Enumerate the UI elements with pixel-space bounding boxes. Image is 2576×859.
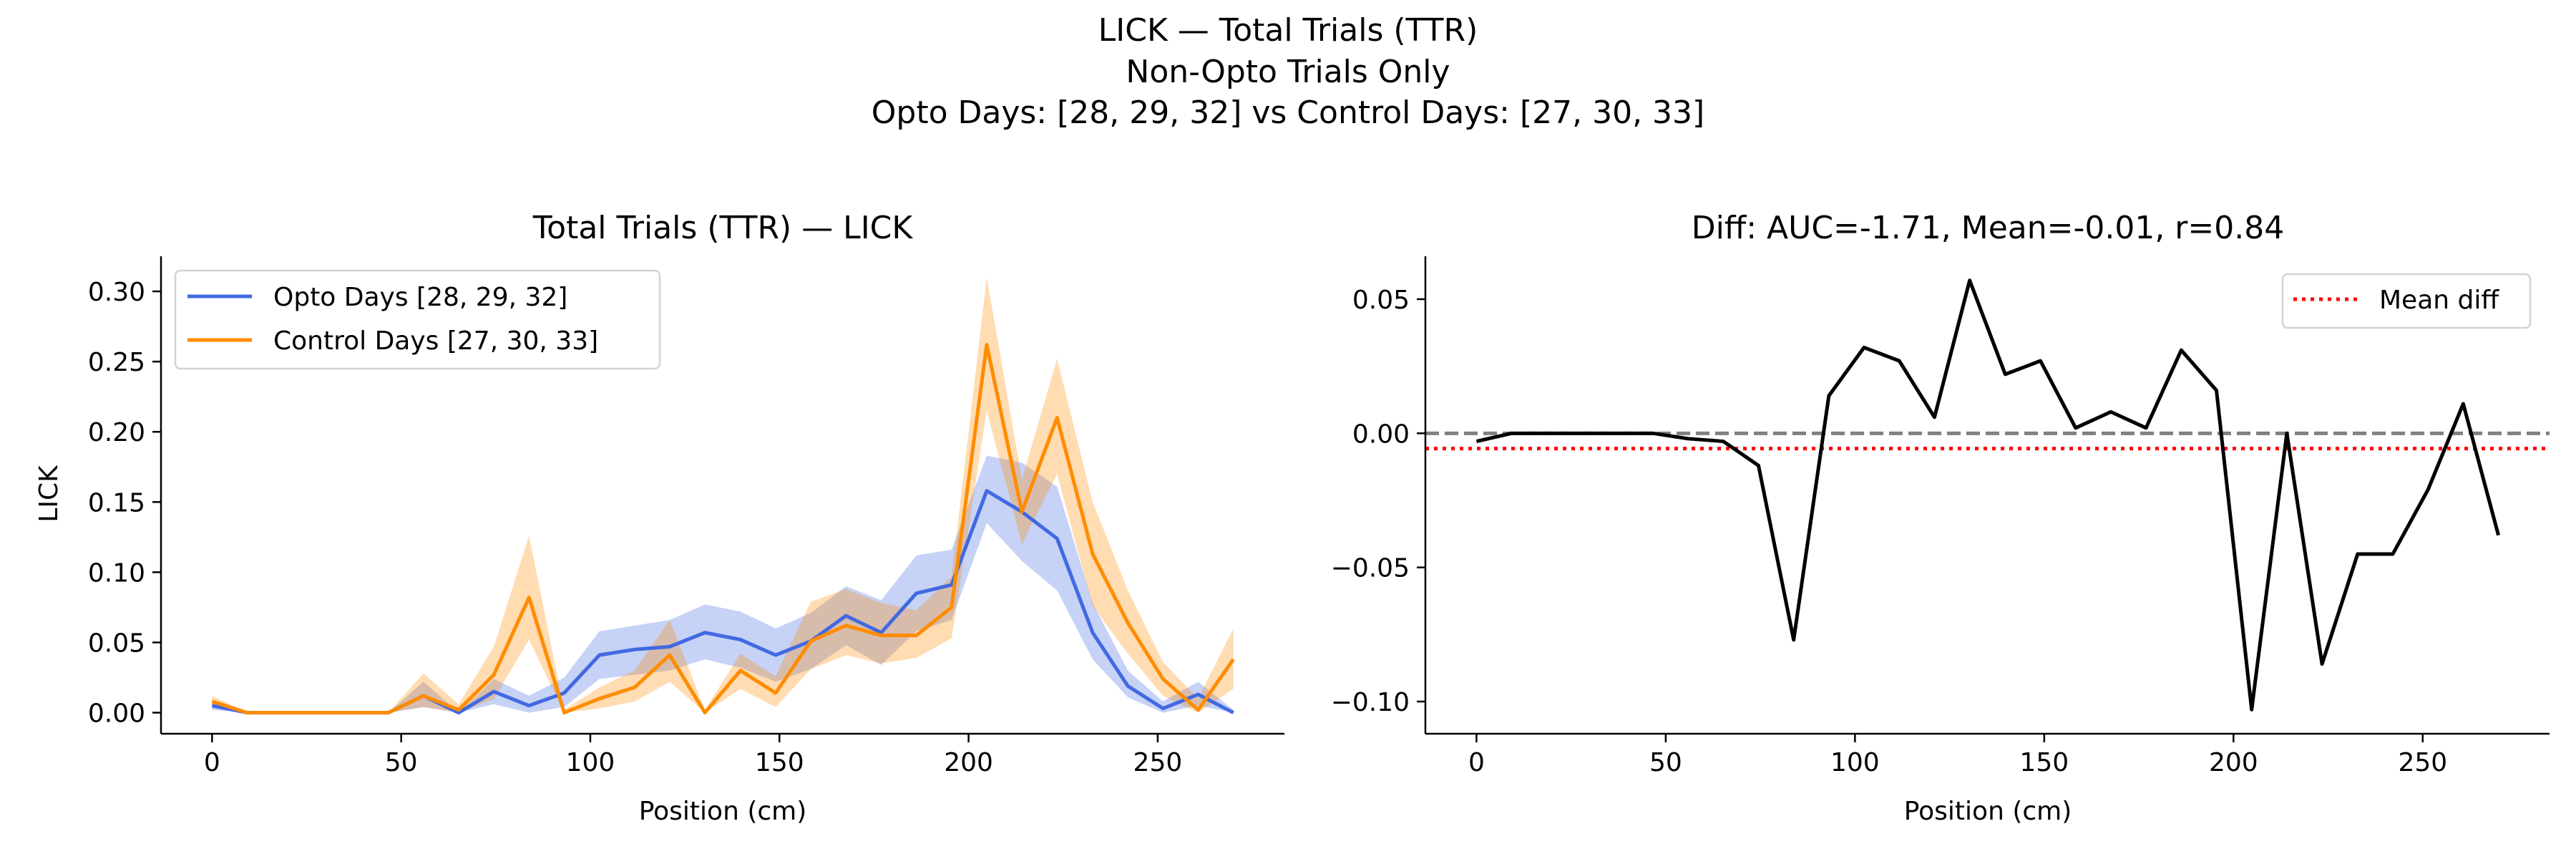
left-xticks: 0 50 100 150 200 250 [204, 734, 1182, 777]
left-y-tick-label: 0.15 [88, 488, 145, 518]
left-x-tick-label: 100 [566, 748, 615, 777]
right-legend: Mean diff [2281, 273, 2532, 329]
right-panel-title: Diff: AUC=-1.71, Mean=-0.01, r=0.84 [1692, 210, 2284, 246]
suptitle-line-3: Opto Days: [28, 29, 32] vs Control Days:… [872, 94, 1704, 131]
left-y-axis-label: LICK [34, 465, 64, 523]
left-x-tick-label: 250 [1133, 748, 1183, 777]
left-y-tick-label: 0.20 [88, 418, 145, 447]
left-y-tick-label: 0.05 [88, 629, 145, 658]
right-x-tick-label: 50 [1649, 748, 1682, 777]
right-yticks: −0.10 −0.05 0.00 0.05 [1331, 286, 1425, 717]
right-x-axis-label: Position (cm) [1904, 797, 2072, 826]
left-panel: Total Trials (TTR) — LICK 0 50 100 150 200 25… [34, 210, 1284, 826]
right-y-tick-label: 0.00 [1352, 419, 1410, 449]
left-panel-title: Total Trials (TTR) — LICK [532, 210, 914, 246]
right-y-tick-label: −0.10 [1331, 688, 1410, 717]
right-x-tick-label: 100 [1830, 748, 1880, 777]
legend-label-control: Control Days [27, 30, 33] [273, 326, 598, 356]
left-y-tick-label: 0.00 [88, 699, 145, 729]
left-x-tick-label: 150 [755, 748, 804, 777]
right-x-tick-label: 250 [2398, 748, 2447, 777]
band-opto [212, 455, 1234, 713]
left-yticks: 0.00 0.05 0.10 0.15 0.20 0.25 0.30 [88, 278, 161, 729]
right-lines [1475, 278, 2501, 712]
series-line-control [211, 343, 1235, 715]
right-x-tick-label: 0 [1468, 748, 1485, 777]
right-refs [1425, 431, 2550, 451]
legend-label-mean-diff: Mean diff [2379, 286, 2499, 315]
right-y-tick-label: −0.05 [1331, 554, 1410, 583]
left-legend-frame [174, 269, 661, 370]
right-y-tick-label: 0.05 [1352, 286, 1410, 315]
left-x-axis-label: Position (cm) [639, 797, 807, 826]
left-axes [160, 256, 1284, 735]
right-xticks: 0 50 100 150 200 250 [1468, 734, 2447, 777]
suptitle-line-1: LICK — Total Trials (TTR) [1098, 12, 1478, 49]
left-lines [211, 343, 1235, 715]
right-x-tick-label: 200 [2209, 748, 2258, 777]
left-y-tick-label: 0.30 [88, 278, 145, 307]
suptitle: LICK — Total Trials (TTR) Non-Opto Trial… [872, 12, 1704, 131]
left-legend: Opto Days [28, 29, 32] Control Days [27,… [174, 269, 661, 370]
band-control [212, 277, 1234, 713]
left-bands [212, 277, 1234, 713]
right-legend-frame [2281, 273, 2532, 329]
left-x-tick-label: 50 [385, 748, 418, 777]
right-axes [1424, 256, 2550, 735]
left-y-tick-label: 0.25 [88, 348, 145, 377]
diff-line [1475, 278, 2501, 712]
legend-label-opto: Opto Days [28, 29, 32] [273, 283, 567, 312]
right-panel: Diff: AUC=-1.71, Mean=-0.01, r=0.84 0 50 1… [1331, 210, 2550, 826]
suptitle-line-2: Non-Opto Trials Only [1126, 54, 1450, 90]
left-x-tick-label: 200 [944, 748, 993, 777]
left-x-tick-label: 0 [204, 748, 220, 777]
right-x-tick-label: 150 [2019, 748, 2069, 777]
left-y-tick-label: 0.10 [88, 558, 145, 588]
